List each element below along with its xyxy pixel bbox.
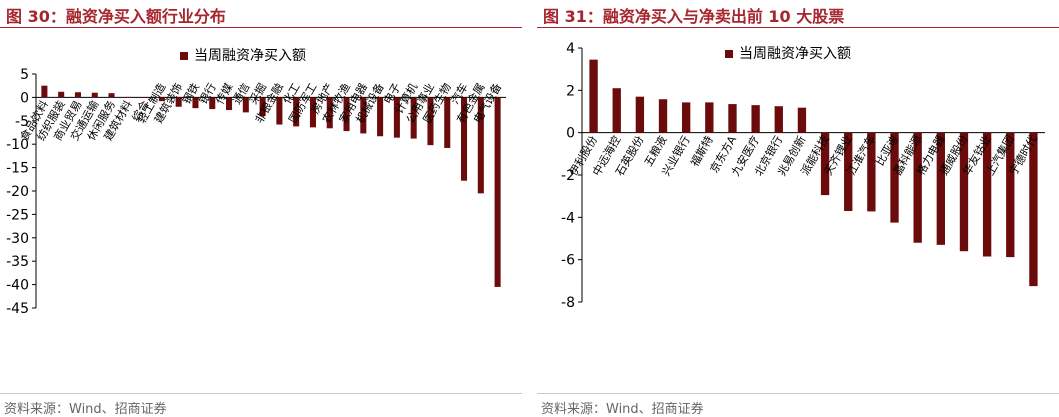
right-bar-chart: 当周融资净买入额420-2-4-6-8伊利股份中远海控石英股份五粮液兴业银行福斯…	[561, 41, 1045, 311]
left-y-tick-label: -5	[15, 114, 29, 130]
right-title-rule	[537, 27, 1059, 28]
left-y-tick-label: -40	[6, 278, 29, 294]
right-bar	[890, 132, 899, 223]
left-bar	[259, 97, 266, 117]
right-bar	[820, 132, 830, 196]
right-bar	[982, 132, 992, 257]
left-bar	[309, 97, 316, 128]
right-bar	[867, 132, 876, 212]
right-bar	[635, 96, 645, 133]
left-bar	[494, 97, 501, 287]
right-y-tick-label: 2	[566, 83, 575, 99]
left-title-rule	[0, 27, 522, 28]
right-legend-label: 当周融资净买入额	[739, 46, 851, 62]
right-chart-title: 图 31：融资净买入与净卖出前 10 大股票	[543, 7, 845, 26]
left-y-tick-label: -35	[6, 254, 29, 270]
left-bar	[58, 91, 65, 98]
left-bar-chart: 当周融资净买入额50-5-10-15-20-25-30-35-40-45食品饮料…	[6, 48, 506, 317]
left-y-tick-label: -25	[6, 207, 29, 223]
left-bar	[209, 97, 216, 110]
left-bar	[142, 97, 149, 98]
left-bar	[410, 97, 417, 139]
left-legend-label: 当周融资净买入额	[194, 48, 306, 64]
left-legend-swatch	[180, 52, 188, 60]
right-source-note: 资料来源：Wind、招商证券	[541, 402, 704, 417]
left-y-tick-label: -10	[6, 137, 29, 153]
left-bar	[108, 93, 115, 98]
left-footer-rule	[0, 393, 522, 394]
right-y-tick-label: -6	[561, 253, 575, 269]
right-bar	[1029, 132, 1038, 287]
right-y-tick-label: 4	[566, 41, 575, 57]
left-category-label: 通信	[230, 81, 252, 107]
left-y-tick-label: -20	[6, 184, 29, 200]
right-bar	[728, 104, 737, 133]
left-bar	[326, 97, 333, 129]
left-chart-title: 图 30：融资净买入额行业分布	[6, 7, 226, 26]
left-bar	[125, 96, 132, 98]
right-bar	[774, 106, 783, 133]
left-bar	[427, 97, 434, 146]
right-bar	[936, 132, 945, 245]
right-y-tick-label: 0	[566, 126, 575, 142]
left-y-tick-label: -30	[6, 231, 29, 247]
right-bar	[658, 99, 668, 133]
left-bar	[461, 97, 468, 181]
right-y-tick-label: -4	[561, 210, 575, 226]
right-bar	[844, 132, 853, 211]
left-source-note: 资料来源：Wind、招商证券	[4, 402, 167, 417]
left-category-label: 钢铁	[180, 81, 202, 107]
left-bar	[91, 92, 98, 98]
right-bar	[705, 102, 714, 133]
left-panel: 图 30：融资净买入额行业分布 当周融资净买入额 5 0 -5 -10 -15 -20 -25…	[0, 0, 522, 417]
right-bar	[682, 102, 691, 133]
left-bar	[377, 97, 384, 137]
left-bar	[158, 97, 165, 102]
left-bar	[192, 97, 199, 109]
left-category-label: 银行	[196, 81, 219, 107]
left-bar	[74, 92, 81, 98]
right-legend-swatch	[725, 50, 733, 58]
right-bar	[959, 132, 969, 252]
left-bar	[276, 97, 283, 125]
right-footer-rule	[537, 393, 1059, 394]
right-y-tick-label: -2	[561, 168, 575, 184]
left-bar	[242, 97, 249, 113]
left-category-label: 传媒	[213, 81, 235, 107]
right-panel: 图 31：融资净买入与净卖出前 10 大股票 当周融资净买入额 4 2 0 -2 -4 -6…	[537, 0, 1059, 417]
left-bar	[293, 97, 300, 127]
left-bar	[444, 97, 451, 148]
right-bar	[797, 107, 807, 133]
right-y-tick-label: -8	[561, 295, 575, 311]
left-bar	[393, 97, 400, 138]
left-y-tick-label: 5	[20, 67, 29, 83]
right-bar	[751, 105, 760, 133]
left-bar	[41, 85, 48, 98]
left-bar	[343, 97, 350, 132]
left-bar	[226, 97, 233, 111]
left-bar	[477, 97, 484, 194]
left-y-tick-label: 0	[20, 90, 29, 106]
right-bar	[913, 132, 922, 243]
right-bar	[612, 88, 621, 133]
left-bar	[175, 97, 182, 107]
left-bar	[360, 97, 367, 134]
left-y-tick-label: -15	[6, 161, 29, 177]
right-bar	[589, 59, 598, 133]
right-bar	[1006, 132, 1015, 258]
left-y-tick-label: -45	[6, 301, 29, 317]
